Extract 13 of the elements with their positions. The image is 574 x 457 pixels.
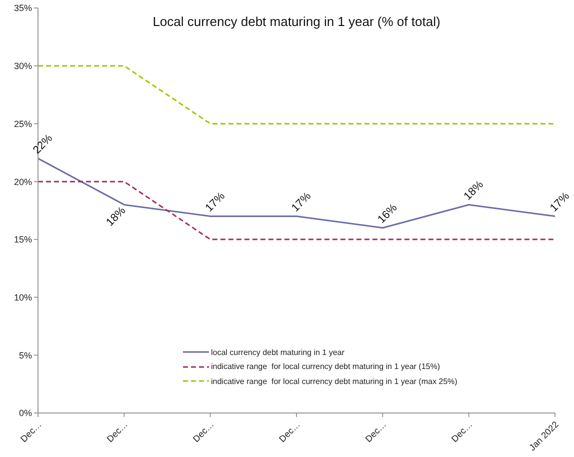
text: Local currency debt maturing in 1 year (% of total) [152,14,442,29]
data-label: 16% [376,202,400,226]
y-tick-label: 30% [14,61,32,72]
legend-label: local currency debt maturing in 1 year [211,348,344,357]
y-tick-label: 35% [14,3,32,14]
legend-label: indicative range for local currency debt maturing in 1 year (15%) [211,362,440,372]
y-tick-label: 5% [18,350,32,360]
y-tick-label: 25% [14,118,32,129]
y-tick-label: 0% [18,408,32,418]
y-tick-label: 15% [14,234,32,245]
legend-label: indicative range for local currency debt maturing in 1 year (max 25%) [211,376,458,386]
y-tick-label: 20% [14,176,32,187]
y-tick-label: 10% [14,292,32,302]
